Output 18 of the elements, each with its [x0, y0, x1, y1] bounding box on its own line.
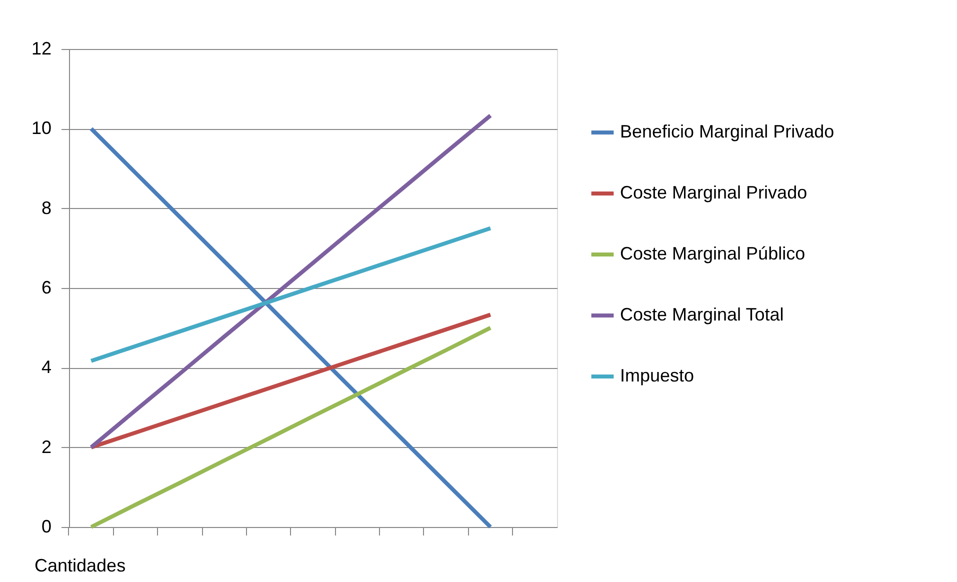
y-tick-label: 8: [41, 198, 52, 218]
y-tick-label: 12: [31, 38, 52, 58]
line-series: [89, 326, 492, 529]
legend-label: Coste Marginal Total: [620, 304, 784, 324]
line-series: [89, 114, 492, 450]
line-series: [89, 226, 492, 363]
legend-label: Impuesto: [620, 366, 694, 386]
y-tick-label: 6: [41, 278, 52, 298]
line-series: [89, 312, 492, 450]
legend-label: Coste Marginal Privado: [620, 182, 808, 202]
legend-label: Coste Marginal Público: [620, 244, 806, 264]
y-tick-label: 4: [41, 357, 52, 378]
y-tick-label: 2: [41, 436, 52, 457]
y-tick-label: 10: [31, 118, 52, 138]
y-tick-label: 0: [41, 516, 52, 536]
x-axis-title: Cantidades: [34, 556, 126, 576]
line-series: [89, 126, 492, 529]
legend-label: Beneficio Marginal Privado: [620, 122, 834, 142]
